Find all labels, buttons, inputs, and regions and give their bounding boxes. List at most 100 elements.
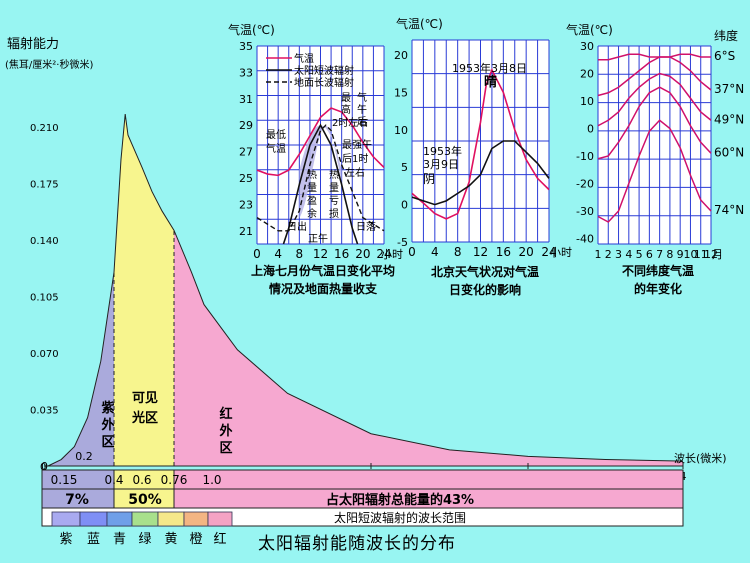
heat-surplus-area <box>299 125 342 219</box>
inset1-y-tick-label: 29 <box>239 119 253 132</box>
ir-region-label: 红 <box>219 406 232 422</box>
inset1-y-tick-label: 35 <box>239 40 253 53</box>
inset3-title: 的年变化 <box>634 281 682 296</box>
main-y-tick-label: 0.070 <box>30 349 59 360</box>
inset1-annotation: 最低 <box>266 128 286 141</box>
inset2-title: 日变化的影响 <box>449 282 521 297</box>
inset1-annotation: 量 <box>329 182 339 194</box>
inset1-annotation: 损 <box>329 207 339 220</box>
shanghai-july-chart: 气温(℃) 35 33 31 29 27 25 23 210 4 8 12 16 20 24小时上海七月份气… <box>228 22 403 296</box>
latitude-series-label: 74°N <box>714 203 744 217</box>
inset3-x-label: 月 <box>712 248 723 261</box>
spectrum-color-cell <box>207 511 233 527</box>
inset1-annotation: 气温 <box>266 142 286 155</box>
inset2-x-tick-label: 24 <box>541 245 556 259</box>
inset1-annotation: 盈 <box>307 195 317 207</box>
latitude-series-line <box>597 86 712 160</box>
inset3-x-tick-label: 12 <box>704 248 718 261</box>
inset3-x-tick-label: 8 <box>666 248 673 261</box>
uv-region <box>48 272 114 466</box>
main-y-tick-label: 0.175 <box>30 180 59 191</box>
inset3-y-tick-label: -30 <box>576 205 594 218</box>
main-y-tick-label: 0.140 <box>30 236 59 247</box>
sunny-day-line <box>411 67 550 220</box>
main-zero-label: 0 <box>41 460 48 473</box>
visible-region-label: 光区 <box>131 410 158 426</box>
inset1-annotation: 午 <box>357 103 367 116</box>
inset1-title: 情况及地面热量收支 <box>269 281 378 296</box>
band-tick-label: 0.15 <box>51 473 78 487</box>
main-y-tick-label: 0.105 <box>30 293 59 304</box>
inset1-annotation: 亏 <box>329 195 339 207</box>
latitude-series-label: 60°N <box>714 145 744 159</box>
main-area-regions <box>47 114 684 467</box>
spectrum-color-cell <box>106 511 133 527</box>
latitude-series-line <box>598 53 711 61</box>
inset1-legend-label: 地面长波辐射 <box>294 76 354 89</box>
main-x-label: 波长(微米) <box>674 451 727 465</box>
inset1-annotation: 日出 <box>287 220 307 233</box>
inset3-y-tick-label: -10 <box>576 150 594 163</box>
inset1-annotation: 余 <box>307 207 317 220</box>
inset2-y-tick-label: -5 <box>397 236 408 249</box>
inset3-x-tick-label: 1 <box>595 248 602 261</box>
inset2-y-tick-label: 0 <box>401 199 408 212</box>
spectrum-color-cell <box>51 511 81 527</box>
ir-pct-label: 占太阳辐射总能量的43% <box>326 492 474 508</box>
spectrum-curve <box>47 114 684 467</box>
band-tick-label: 0.4 <box>104 473 123 487</box>
inset1-y-tick-label: 31 <box>239 93 253 106</box>
inset1-x-tick-label: 4 <box>274 247 282 261</box>
inset3-y-tick-label: -20 <box>576 178 594 191</box>
latitude-series-label: 49°N <box>714 112 744 126</box>
inset1-y-tick-label: 21 <box>239 225 253 238</box>
inset2-annotation: 晴 <box>484 74 497 90</box>
inset2-x-tick-label: 16 <box>496 245 511 259</box>
inset1-annotation: 热 <box>307 168 317 181</box>
uv-pct-label: 7% <box>65 492 89 508</box>
band-tick-label: 0.6 <box>132 473 151 487</box>
inset2-annotation: 3月9日 <box>423 158 459 171</box>
inset2-y-tick-label: 10 <box>394 124 408 137</box>
inset2-x-tick-label: 20 <box>519 245 534 259</box>
inset2-x-tick-label: 0 <box>408 245 416 259</box>
inset3-x-tick-label: 5 <box>636 248 643 261</box>
spectrum-chart: 辐射能力 (焦耳/厘米²·秒微米) 0.2100.1750.1400.1050.… <box>5 36 727 554</box>
latitude-series-line <box>597 72 712 127</box>
inset3-y-tick-label: -40 <box>576 233 594 246</box>
uv-region-label: 区 <box>101 435 114 450</box>
latitude-series-label: 6°S <box>714 49 735 63</box>
inset1-annotation: 热 <box>329 168 339 181</box>
inset1-y-tick-label: 23 <box>239 198 253 211</box>
shortwave-line <box>282 123 359 245</box>
main-y-unit: (焦耳/厘米²·秒微米) <box>5 58 93 71</box>
band-tick-label: 1.0 <box>202 473 221 487</box>
inset2-y-tick-label: 20 <box>394 49 408 62</box>
inset1-y-tick-label: 33 <box>239 66 253 79</box>
inset1-y-label: 气温(℃) <box>228 22 275 37</box>
main-region-lines <box>113 230 175 466</box>
inset1-x-tick-label: 0 <box>253 247 261 261</box>
inset1-annotation: 2时左右 <box>332 116 368 129</box>
inset3-y-tick-label: 0 <box>587 123 594 136</box>
main-y-tick-label: 0.035 <box>30 406 59 417</box>
inset1-x-label: 小时 <box>381 248 403 261</box>
inset1-legend-label: 气温 <box>294 52 314 65</box>
inset1-annotation: 日落 <box>356 221 376 233</box>
inset1-annotation: 气 <box>357 91 367 104</box>
inset3-x-tick-label: 9 <box>677 248 684 261</box>
main-x-tick-label: 0.2 <box>75 450 93 463</box>
visible-region-label: 可见 <box>132 391 158 406</box>
spectrum-color-cell <box>157 511 185 527</box>
inset2-annotation: 1953年 <box>423 144 462 158</box>
spectrum-color-label: 黄 <box>164 532 177 547</box>
temperature-line <box>256 107 385 177</box>
inset1-annotation: 最 <box>341 92 351 104</box>
spectrum-color-label: 青 <box>113 532 126 547</box>
inset2-y-label: 气温(℃) <box>396 16 443 31</box>
inset1-y-tick-label: 27 <box>239 146 253 159</box>
inset2-annotation: 1953年3月8日 <box>452 61 527 75</box>
spectrum-spacer <box>52 526 232 530</box>
spectrum-color-cell <box>183 511 209 527</box>
